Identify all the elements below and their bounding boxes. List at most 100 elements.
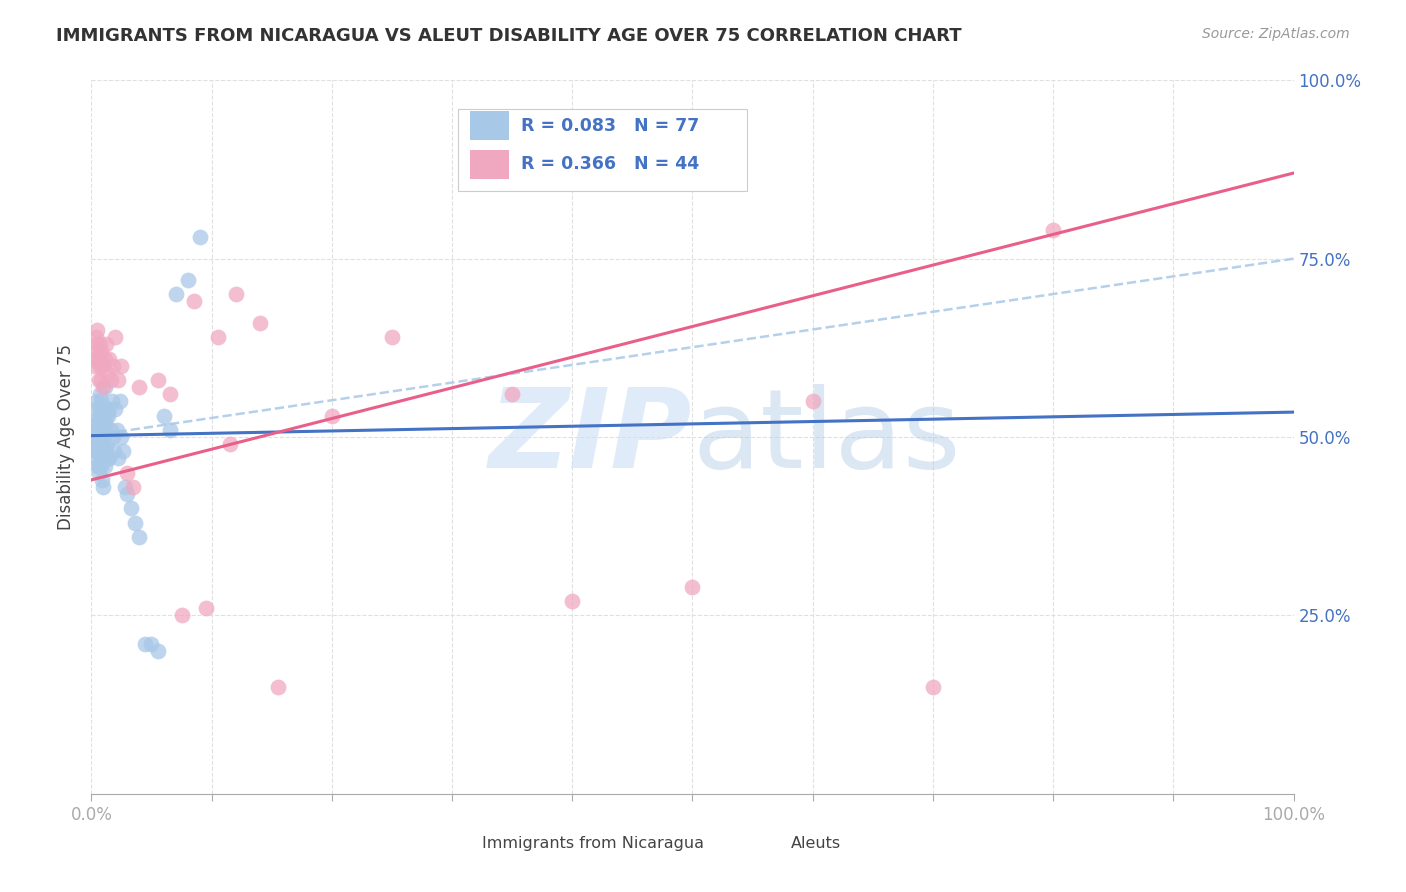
- Point: [90, 451, 112, 466]
- Point: [97, 409, 120, 423]
- Point: [93, 409, 115, 423]
- Point: [93, 480, 115, 494]
- Point: [90, 437, 112, 451]
- Point: [84, 359, 107, 373]
- Point: [84, 423, 107, 437]
- Point: [801, 394, 824, 409]
- Point: [90, 458, 112, 473]
- Point: [96, 437, 118, 451]
- Point: [170, 608, 193, 623]
- Point: [321, 409, 343, 423]
- Point: [100, 373, 122, 387]
- Text: Source: ZipAtlas.com: Source: ZipAtlas.com: [1202, 27, 1350, 41]
- Point: [87, 409, 110, 423]
- Point: [93, 458, 115, 473]
- Text: Aleuts: Aleuts: [792, 836, 841, 851]
- Point: [501, 387, 523, 401]
- Point: [267, 680, 290, 694]
- Point: [120, 501, 142, 516]
- Point: [101, 359, 124, 373]
- Point: [159, 423, 181, 437]
- Point: [101, 430, 124, 444]
- Point: [98, 351, 121, 366]
- Point: [105, 423, 128, 437]
- Point: [86, 416, 108, 430]
- Point: [91, 359, 114, 373]
- FancyBboxPatch shape: [747, 831, 780, 856]
- Point: [89, 337, 111, 351]
- Point: [98, 401, 121, 416]
- Point: [152, 409, 174, 423]
- Point: [89, 437, 111, 451]
- Point: [84, 344, 107, 359]
- Point: [194, 601, 217, 615]
- Point: [91, 416, 114, 430]
- Point: [100, 423, 122, 437]
- Point: [103, 444, 125, 458]
- Point: [93, 416, 115, 430]
- Point: [117, 466, 139, 480]
- Point: [86, 337, 108, 351]
- Point: [84, 437, 107, 451]
- Point: [86, 430, 108, 444]
- Point: [90, 373, 112, 387]
- FancyBboxPatch shape: [440, 831, 474, 856]
- Point: [93, 430, 115, 444]
- Y-axis label: Disability Age Over 75: Disability Age Over 75: [58, 344, 76, 530]
- Point: [89, 359, 111, 373]
- Text: ZIP: ZIP: [489, 384, 692, 491]
- Point: [87, 373, 110, 387]
- Point: [104, 401, 127, 416]
- Point: [141, 637, 163, 651]
- Point: [86, 458, 108, 473]
- FancyBboxPatch shape: [470, 150, 509, 178]
- Point: [111, 444, 134, 458]
- Point: [107, 373, 129, 387]
- Text: IMMIGRANTS FROM NICARAGUA VS ALEUT DISABILITY AGE OVER 75 CORRELATION CHART: IMMIGRANTS FROM NICARAGUA VS ALEUT DISAB…: [56, 27, 962, 45]
- Point: [87, 437, 110, 451]
- Point: [134, 637, 156, 651]
- Point: [381, 330, 404, 344]
- Point: [89, 444, 111, 458]
- Point: [93, 380, 115, 394]
- Point: [89, 458, 111, 473]
- Point: [91, 423, 114, 437]
- Point: [249, 316, 271, 330]
- Point: [87, 458, 110, 473]
- Point: [84, 330, 107, 344]
- Text: R = 0.083   N = 77: R = 0.083 N = 77: [520, 117, 699, 135]
- Point: [1042, 223, 1064, 237]
- Point: [128, 530, 150, 544]
- Point: [124, 516, 146, 530]
- Point: [159, 387, 181, 401]
- Text: atlas: atlas: [692, 384, 960, 491]
- Point: [94, 444, 117, 458]
- Point: [922, 680, 945, 694]
- Text: Immigrants from Nicaragua: Immigrants from Nicaragua: [482, 836, 704, 851]
- Point: [87, 351, 110, 366]
- Point: [207, 330, 229, 344]
- Point: [681, 580, 703, 594]
- Text: R = 0.366   N = 44: R = 0.366 N = 44: [520, 155, 699, 173]
- Point: [90, 409, 112, 423]
- Point: [84, 416, 107, 430]
- Point: [165, 287, 187, 301]
- Point: [90, 423, 112, 437]
- Point: [561, 594, 583, 608]
- Point: [94, 409, 117, 423]
- Point: [90, 344, 112, 359]
- Point: [110, 359, 132, 373]
- Point: [104, 330, 127, 344]
- Point: [93, 380, 115, 394]
- Point: [218, 437, 240, 451]
- Point: [86, 451, 108, 466]
- Point: [96, 366, 118, 380]
- Point: [86, 444, 108, 458]
- Point: [87, 423, 110, 437]
- Point: [89, 416, 111, 430]
- Point: [91, 401, 114, 416]
- Point: [83, 430, 105, 444]
- FancyBboxPatch shape: [470, 112, 509, 140]
- Point: [90, 394, 112, 409]
- Point: [86, 323, 108, 337]
